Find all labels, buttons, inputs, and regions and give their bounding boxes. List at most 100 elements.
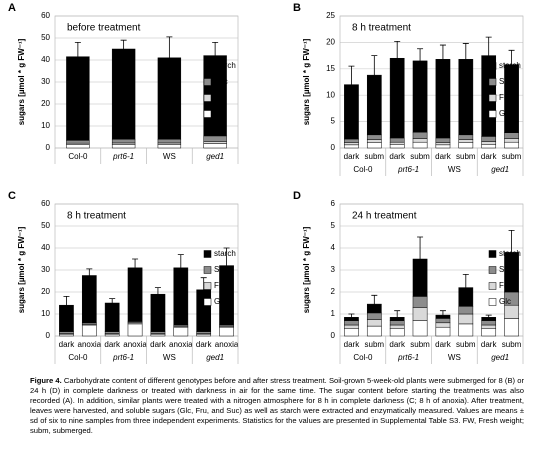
panel-letter: A (8, 2, 16, 14)
bar-segment (66, 144, 90, 149)
bar-segment (481, 320, 497, 326)
group-label: Col-0 (68, 353, 88, 362)
bar-segment (219, 326, 234, 337)
bar-segment (366, 139, 382, 143)
panel-letter: C (8, 190, 16, 202)
bar-segment (389, 328, 405, 337)
error-bar (508, 230, 515, 253)
y-tick-label: 50 (41, 33, 50, 42)
legend-label: Glc (214, 297, 226, 306)
bar-segment (173, 267, 189, 326)
group-label: WS (163, 353, 176, 362)
error-bar (485, 314, 492, 318)
x-tick-label: dark (104, 340, 121, 349)
error-bar (439, 310, 446, 316)
y-tick-label: 0 (331, 331, 336, 340)
x-tick-label: anoxia (123, 340, 147, 349)
bar-segment (59, 304, 74, 332)
bar-segment (150, 333, 166, 337)
group-label: WS (448, 353, 461, 362)
bar-segment (344, 317, 359, 321)
legend-label: Fru (499, 93, 511, 102)
group-label: ged1 (206, 353, 224, 362)
bar-segment (344, 84, 359, 140)
bar-segment (412, 296, 428, 308)
legend-swatch (203, 282, 212, 290)
x-tick-label: dark (59, 340, 76, 349)
bar-segment (435, 142, 451, 146)
legend-label: starch (214, 249, 236, 258)
bar-segment (344, 144, 359, 149)
bar-segment (504, 318, 519, 337)
panel-letter: B (293, 2, 301, 14)
error-bar (63, 296, 70, 306)
legend-label: starch (499, 249, 521, 258)
x-tick-label: anoxia (169, 340, 193, 349)
y-tick-label: 40 (41, 55, 50, 64)
error-bar (371, 294, 378, 305)
bar-segment (219, 265, 234, 326)
bar-segment (203, 143, 227, 149)
chart-title: 24 h treatment (352, 211, 417, 222)
x-tick-label: subm (365, 340, 385, 349)
bar-segment (412, 320, 428, 337)
bar-segment (504, 132, 519, 139)
error-bar (439, 44, 446, 60)
y-tick-label: 50 (41, 221, 50, 230)
group-label: prt6-1 (397, 165, 419, 174)
bar-segment (366, 325, 382, 337)
bar-segment (389, 324, 405, 329)
bar-segment (157, 144, 182, 149)
legend-swatch (488, 266, 497, 274)
bar-segment (344, 320, 359, 326)
x-tick-label: dark (344, 152, 361, 161)
bar-segment (150, 331, 166, 334)
bar-segment (127, 323, 143, 337)
panel-letter: D (293, 190, 301, 202)
x-tick-label: dark (150, 340, 167, 349)
bar-segment (412, 258, 428, 297)
x-tick-label: subm (410, 340, 430, 349)
caption-label: Figure 4. (30, 376, 62, 385)
x-tick-label: subm (410, 152, 430, 161)
bar-segment (111, 142, 136, 145)
legend-label: Fru (499, 281, 511, 290)
x-tick-label: dark (389, 152, 406, 161)
bar-segment (366, 319, 382, 327)
error-bar (417, 48, 424, 61)
x-tick-label: dark (344, 340, 361, 349)
y-tick-label: 4 (331, 243, 336, 252)
error-bar (348, 313, 355, 318)
bar-segment (435, 314, 451, 319)
legend-label: Glc (499, 109, 511, 118)
x-tick-label: subm (502, 340, 522, 349)
bar-segment (458, 59, 474, 136)
group-label: ged1 (491, 165, 509, 174)
bar-segment (344, 324, 359, 329)
y-tick-label: 5 (331, 221, 336, 230)
y-tick-label: 6 (331, 199, 336, 208)
bar-segment (366, 74, 382, 136)
bar-segment (196, 289, 212, 332)
bar-segment (481, 324, 497, 329)
bar-segment (173, 326, 189, 337)
bar-segment (412, 307, 428, 321)
bar-segment (203, 135, 227, 142)
error-bar (109, 298, 116, 303)
y-tick-label: 20 (41, 287, 50, 296)
group-label: prt6-1 (112, 353, 134, 362)
error-bar (154, 287, 161, 295)
caption-text: Carbohydrate content of different genoty… (30, 376, 524, 435)
bar-segment (196, 333, 212, 337)
bar-segment (389, 141, 405, 145)
error-bar (86, 268, 93, 276)
bar-segment (344, 142, 359, 146)
bar-segment (458, 287, 474, 307)
bar-segment (412, 60, 428, 133)
group-label: ged1 (491, 353, 509, 362)
bar-segment (481, 141, 497, 145)
x-tick-label: WS (163, 152, 176, 161)
error-bar (462, 43, 469, 60)
